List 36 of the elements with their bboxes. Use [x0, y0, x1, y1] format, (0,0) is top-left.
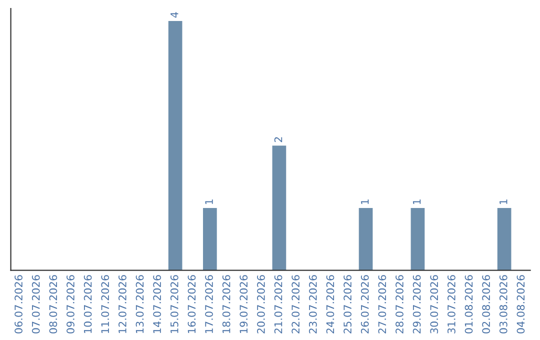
data-label: 2: [274, 137, 282, 142]
data-label: 1: [413, 200, 421, 204]
x-tick-label: 02.08.2026: [482, 275, 490, 334]
x-tick-label: 24.07.2026: [326, 275, 334, 334]
x-tick-label: 06.07.2026: [14, 275, 22, 334]
x-tick-label: 15.07.2026: [170, 275, 178, 333]
x-tick-label: 21.07.2026: [274, 275, 282, 334]
x-tick-label: 04.08.2026: [516, 275, 525, 334]
x-tick-label: 14.07.2026: [153, 275, 162, 333]
x-tick-label: 09.07.2026: [66, 275, 74, 334]
data-label: 4: [170, 12, 178, 18]
x-tick-label: 19.07.2026: [240, 275, 248, 333]
x-tick-label: 29.07.2026: [412, 275, 421, 334]
x-tick-label: 17.07.2026: [205, 275, 213, 333]
x-tick-label: 07.07.2026: [32, 275, 40, 334]
x-tick-label: 28.07.2026: [396, 275, 404, 334]
x-tick-label: 25.07.2026: [344, 275, 352, 334]
data-label: 1: [361, 200, 369, 204]
x-tick-label: 01.08.2026: [464, 275, 473, 334]
x-tick-label: 13.07.2026: [136, 275, 144, 333]
data-label: 1: [205, 200, 213, 204]
data-label: 1: [500, 200, 508, 204]
x-tick-label: 30.07.2026: [430, 275, 438, 334]
x-tick-label: 18.07.2026: [222, 275, 230, 333]
x-tick-label: 26.07.2026: [360, 275, 369, 334]
x-tick-label: 12.07.2026: [118, 275, 126, 333]
x-tick-label: 22.07.2026: [292, 275, 300, 334]
x-tick-label: 03.08.2026: [499, 275, 508, 334]
x-tick-label: 10.07.2026: [84, 275, 92, 333]
x-tick-label: 27.07.2026: [378, 275, 386, 334]
x-tick-label: 11.07.2026: [101, 275, 110, 333]
x-tick-label: 16.07.2026: [188, 275, 196, 333]
x-tick-label: 23.07.2026: [308, 275, 317, 334]
x-tick-label: 20.07.2026: [257, 275, 265, 334]
x-tick-label: 31.07.2026: [448, 275, 456, 334]
x-tick-label: 08.07.2026: [49, 275, 58, 334]
